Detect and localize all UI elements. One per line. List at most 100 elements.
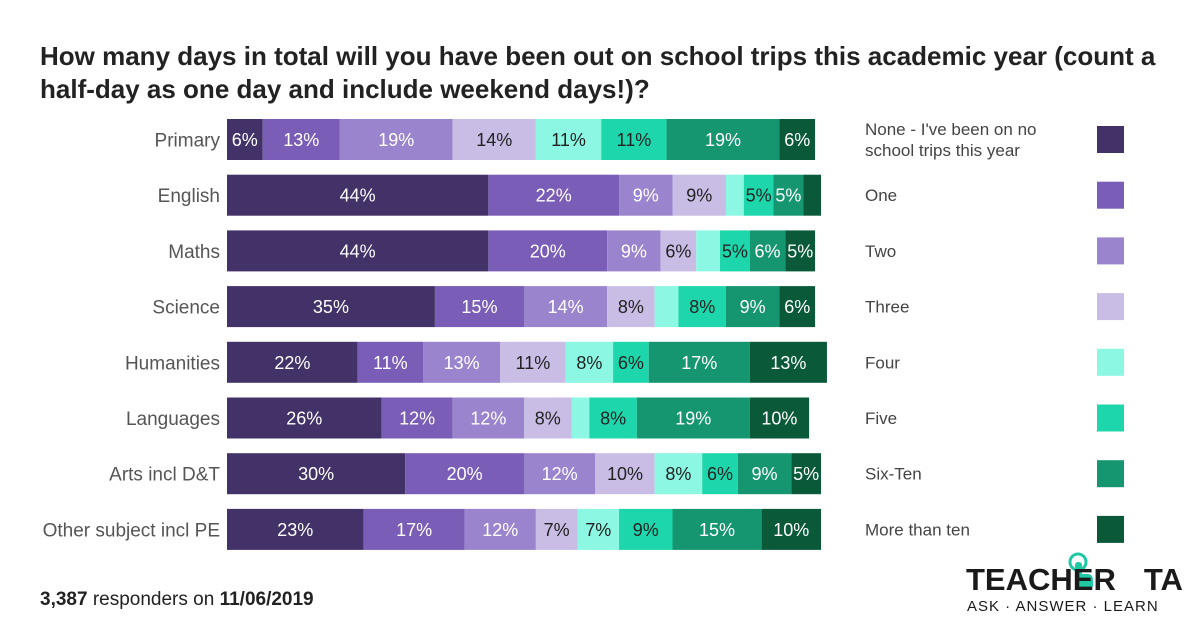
bar-segment-arts-incl-d-t-s5 [702,453,738,495]
category-label-maths: Maths [168,242,220,263]
legend-label-s0: None - I've been on no school trips this … [865,120,1036,160]
category-label-english: English [158,186,220,207]
bar-segment-primary-s6 [666,119,780,160]
bar-segment-maths-s5 [720,230,750,272]
data-label-science-s0: 35% [313,297,349,317]
data-label-humanities-s7: 13% [770,353,806,373]
bar-segment-maths-s6 [749,230,786,272]
bar-segment-arts-incl-d-t-s0 [227,453,406,495]
category-label-other-subject-incl-pe: Other subject incl PE [43,520,220,541]
bar-segment-science-s0 [227,286,435,328]
data-label-other-subject-incl-pe-s2: 12% [482,520,518,540]
bar-segment-other-subject-incl-pe-s1 [363,508,465,550]
data-label-arts-incl-d-t-s6: 9% [752,464,778,484]
data-label-maths-s3: 6% [665,241,691,261]
data-label-english-s1: 22% [536,186,572,206]
legend-label-s2: Two [865,242,896,261]
category-label-arts-incl-d-t: Arts incl D&T [109,465,220,486]
data-label-languages-s6: 19% [675,409,711,429]
data-label-languages-s0: 26% [286,409,322,429]
data-label-humanities-s5: 6% [618,353,644,373]
legend-swatch-s5 [1097,404,1124,432]
logo-wordmark: TEACHER TAPP [966,562,1184,598]
bar-segment-maths-s0 [227,230,489,272]
data-label-science-s3: 8% [618,297,644,317]
data-label-humanities-s1: 11% [373,353,408,373]
bar-segment-science-s6 [725,286,780,328]
data-label-humanities-s6: 17% [681,353,717,373]
data-label-other-subject-incl-pe-s7: 10% [773,520,809,540]
bar-segment-english-s2 [619,174,673,216]
legend-swatch-s6 [1097,460,1124,488]
data-label-other-subject-incl-pe-s0: 23% [277,520,313,540]
stacked-bar-chart: Primary 6% 13% 19% 14% 11% 11% 19% 6% English 44% 2… [43,119,1124,550]
data-label-humanities-s3: 11% [516,353,551,373]
bar-segment-primary-s5 [601,119,667,160]
data-label-humanities-s0: 22% [274,353,310,373]
legend-label-s7: More than ten [865,520,970,539]
legend-swatch-s4 [1097,348,1124,376]
data-label-arts-incl-d-t-s1: 20% [447,464,483,484]
data-label-languages-s1: 12% [399,409,435,429]
bar-segment-other-subject-incl-pe-s4 [577,508,620,550]
legend-label-s5: Five [865,409,897,428]
data-label-science-s1: 15% [461,297,497,317]
bar-segment-english-s1 [488,174,620,216]
bar-segment-languages-s6 [636,397,750,439]
bar-segment-english-s3 [672,174,726,216]
legend-swatch-s0 [1097,126,1124,153]
data-label-humanities-s2: 13% [444,353,480,373]
data-label-science-s7: 6% [784,297,810,317]
data-label-primary-s5: 11% [617,130,652,150]
data-label-science-s5: 8% [689,297,715,317]
bar-segment-humanities-s0 [227,341,358,383]
bar-segment-arts-incl-d-t-s6 [737,453,792,495]
data-label-science-s2: 14% [548,297,584,317]
bar-segment-science-s3 [607,286,655,328]
data-label-maths-s5: 5% [722,241,748,261]
bar-segment-science-s2 [524,286,608,328]
bar-segment-primary-s1 [262,119,340,160]
data-label-languages-s7: 10% [761,409,797,429]
bar-segment-science-s7 [779,286,816,328]
bar-segment-other-subject-incl-pe-s5 [619,508,673,550]
data-label-arts-incl-d-t-s4: 8% [665,464,691,484]
data-label-other-subject-incl-pe-s3: 7% [544,520,570,540]
data-label-other-subject-incl-pe-s4: 7% [585,520,611,540]
chart-title: How many days in total will you have bee… [40,41,1156,104]
bar-segment-arts-incl-d-t-s7 [791,453,821,495]
data-label-arts-incl-d-t-s7: 5% [793,464,819,484]
bar-segment-maths-s2 [607,230,661,272]
bar-segment-languages-s4 [571,397,590,439]
data-label-other-subject-incl-pe-s6: 15% [699,520,735,540]
footer-middle-text: responders on [87,589,220,610]
bar-segment-languages-s3 [524,397,572,439]
data-label-primary-s6: 19% [705,130,741,150]
bar-segment-maths-s1 [488,230,608,272]
bar-segment-science-s5 [678,286,726,328]
data-label-english-s5: 5% [746,186,772,206]
legend-label-s3: Three [865,298,909,317]
data-label-maths-s2: 9% [621,241,647,261]
legend-swatch-s3 [1097,293,1124,321]
bar-segment-languages-s2 [452,397,524,439]
bar-segment-arts-incl-d-t-s1 [405,453,524,495]
bar-segment-humanities-s4 [565,341,614,383]
data-label-languages-s5: 8% [600,409,626,429]
data-label-arts-incl-d-t-s3: 10% [607,464,643,484]
data-label-primary-s0: 6% [232,130,258,150]
bar-segment-primary-s0 [227,119,263,160]
data-label-english-s2: 9% [633,186,659,206]
bar-segment-humanities-s2 [423,341,501,383]
bar-segment-arts-incl-d-t-s3 [595,453,655,495]
bar-segment-other-subject-incl-pe-s0 [227,508,364,550]
data-label-other-subject-incl-pe-s1: 17% [396,520,432,540]
data-label-arts-incl-d-t-s0: 30% [298,464,334,484]
data-label-primary-s2: 19% [378,130,414,150]
category-label-languages: Languages [126,409,220,430]
bar-segment-maths-s3 [660,230,697,272]
bar-segment-languages-s5 [589,397,637,439]
data-label-arts-incl-d-t-s5: 6% [707,464,733,484]
bar-segment-science-s4 [654,286,679,328]
legend-swatch-s2 [1097,237,1124,265]
